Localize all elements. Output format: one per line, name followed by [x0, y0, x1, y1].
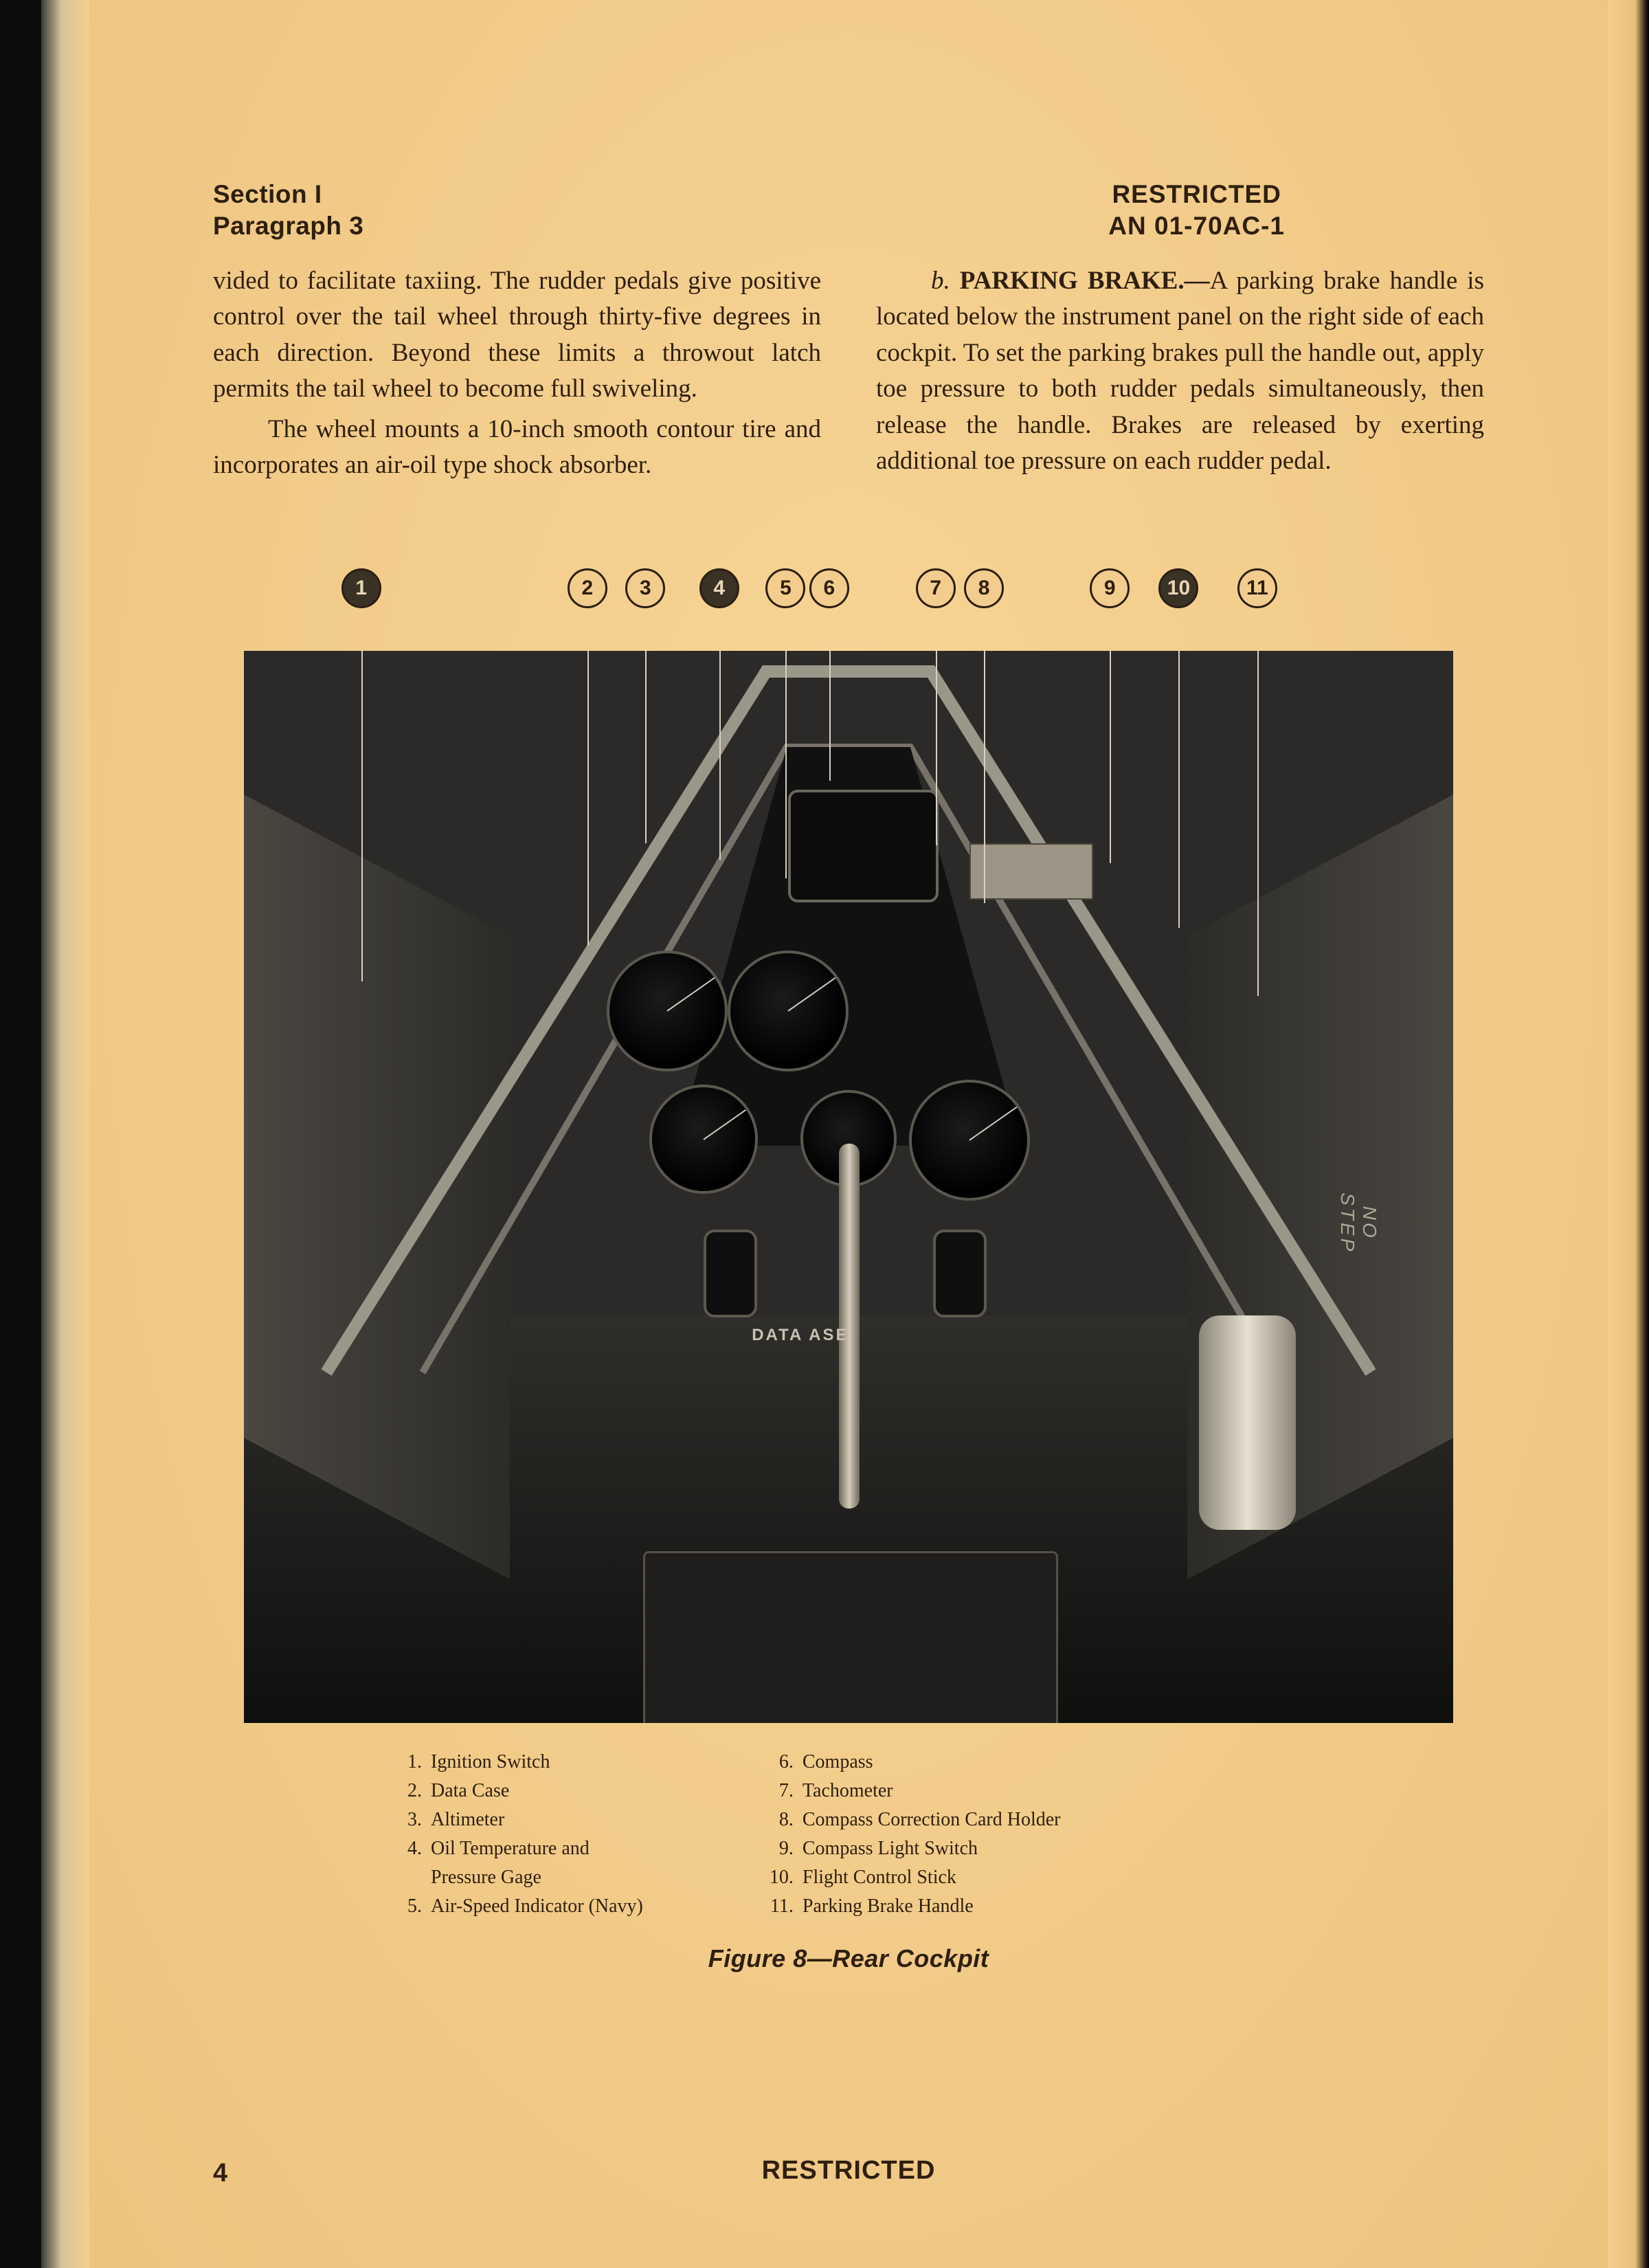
page-header: Section I Paragraph 3 RESTRICTED AN 01-7…: [213, 179, 1484, 243]
body-text: vided to facilitate taxiing. The rudder …: [213, 263, 1484, 486]
legend-item-2: Data Case: [427, 1777, 643, 1805]
compass-correction-card-holder: [969, 843, 1093, 900]
body-p3-heading: PARKING BRAKE.—: [950, 267, 1210, 295]
leader-4: [719, 651, 721, 860]
header-left: Section I Paragraph 3: [213, 179, 363, 243]
body-p3: b. PARKING BRAKE.—A parking brake handle…: [876, 263, 1484, 480]
rudder-pedal-right: [933, 1230, 987, 1318]
header-paragraph: Paragraph 3: [213, 210, 363, 242]
leader-5: [785, 651, 787, 878]
seat: [643, 1551, 1058, 1723]
body-p2: The wheel mounts a 10-inch smooth contou…: [213, 412, 821, 484]
cockpit-photo: DATA ASE NO STEP: [244, 651, 1453, 1723]
page: Section I Paragraph 3 RESTRICTED AN 01-7…: [89, 0, 1608, 2268]
leader-9: [1110, 651, 1111, 864]
page-footer: 4 RESTRICTED: [213, 2156, 1484, 2186]
callout-4: 4: [699, 568, 739, 608]
leader-1: [361, 651, 363, 982]
header-center: RESTRICTED AN 01-70AC-1: [1108, 179, 1285, 243]
legend-item-8: Compass Correction Card Holder: [798, 1805, 1061, 1834]
leader-3: [645, 651, 647, 844]
gauge-altimeter: [607, 950, 728, 1071]
gauge-airspeed: [728, 950, 849, 1071]
legend-item-3: Altimeter: [427, 1805, 643, 1834]
body-p3-leadin: b.: [931, 267, 950, 295]
callout-7: 7: [916, 568, 956, 608]
footer-classification: RESTRICTED: [213, 2156, 1484, 2186]
page-number: 4: [213, 2159, 227, 2188]
leader-11: [1257, 651, 1259, 997]
leader-6: [829, 651, 831, 781]
rudder-pedal-left: [704, 1230, 757, 1318]
leader-7: [936, 651, 937, 845]
data-case-label: DATA ASE: [752, 1326, 849, 1345]
legend-item-9: Compass Light Switch: [798, 1834, 1061, 1863]
legend-item-5: Air-Speed Indicator (Navy): [427, 1892, 643, 1921]
gauge-oil-temp-pressure: [649, 1085, 758, 1193]
callout-row: 1 23456 78 9 10 11: [244, 568, 1453, 651]
legend-item-7: Tachometer: [798, 1777, 1061, 1805]
figure: 1 23456 78 9 10 11: [213, 568, 1484, 1973]
legend-left: Ignition SwitchData CaseAltimeterOil Tem…: [395, 1748, 643, 1921]
legend-item-4: Oil Temperature andPressure Gage: [427, 1834, 643, 1892]
callout-2: 2: [568, 568, 607, 608]
body-p3-rest: A parking brake handle is located below …: [876, 267, 1484, 476]
figure-legend: Ignition SwitchData CaseAltimeterOil Tem…: [395, 1748, 1302, 1921]
leader-8: [984, 651, 985, 903]
no-step-stencil: NO STEP: [1336, 1187, 1380, 1260]
compass: [788, 790, 939, 902]
cockpit-illustration: DATA ASE NO STEP: [244, 651, 1453, 1723]
legend-item-1: Ignition Switch: [427, 1748, 643, 1777]
callout-9: 9: [1090, 568, 1130, 608]
legend-right: CompassTachometerCompass Correction Card…: [767, 1748, 1061, 1921]
header-section: Section I: [213, 179, 363, 210]
header-classification: RESTRICTED: [1108, 179, 1285, 210]
callout-5: 5: [765, 568, 805, 608]
leader-10: [1178, 651, 1180, 929]
callout-1: 1: [341, 568, 381, 608]
header-docnumber: AN 01-70AC-1: [1108, 210, 1285, 242]
legend-item-10: Flight Control Stick: [798, 1863, 1061, 1892]
callout-6: 6: [809, 568, 849, 608]
gauge-tachometer: [909, 1080, 1030, 1201]
legend-item-6: Compass: [798, 1748, 1061, 1777]
fire-extinguisher: [1199, 1315, 1296, 1530]
leader-2: [587, 651, 589, 946]
callout-3: 3: [625, 568, 665, 608]
body-p1: vided to facilitate taxiing. The rudder …: [213, 263, 821, 408]
callout-10: 10: [1158, 568, 1198, 608]
callout-11: 11: [1237, 568, 1277, 608]
legend-item-11: Parking Brake Handle: [798, 1892, 1061, 1921]
callout-8: 8: [964, 568, 1004, 608]
figure-caption: Figure 8—Rear Cockpit: [213, 1944, 1484, 1973]
